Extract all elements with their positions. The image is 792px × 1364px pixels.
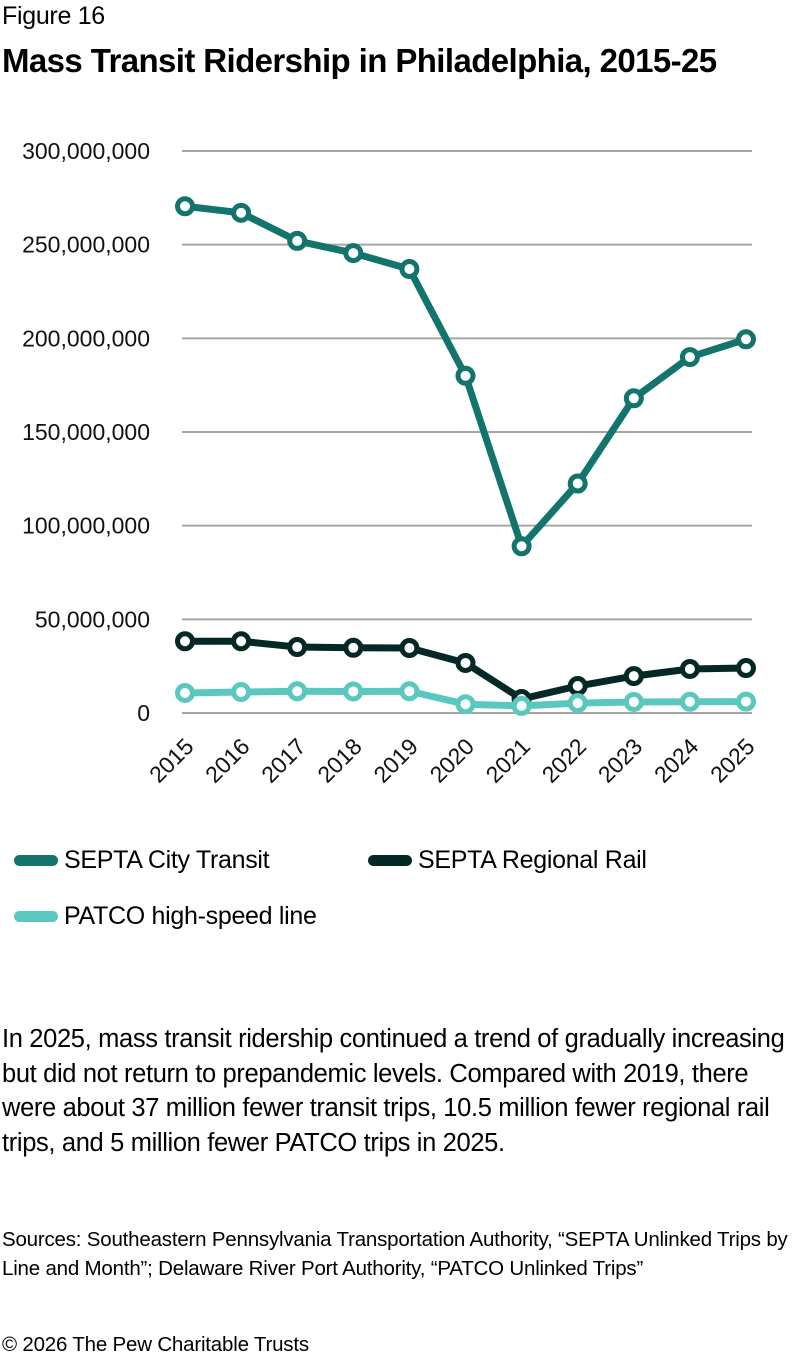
data-point: [231, 682, 252, 703]
y-axis-ticks: 0 50,000,000 100,000,000 150,000,000 200,000…: [22, 138, 150, 726]
y-tick-label: 100,000,000: [22, 513, 150, 539]
data-point: [567, 693, 588, 714]
data-point: [623, 666, 644, 687]
line-chart: 0 50,000,000 100,000,000 150,000,000 200,000…: [22, 138, 760, 788]
data-point: [623, 388, 644, 409]
legend-swatch: [14, 855, 58, 866]
y-tick-label: 300,000,000: [22, 138, 150, 164]
x-tick-label: 2019: [368, 733, 423, 788]
chart-caption: In 2025, mass transit ridership continue…: [2, 1025, 785, 1157]
x-tick-label: 2025: [705, 733, 760, 788]
x-tick-label: 2022: [537, 733, 592, 788]
series-lines: [175, 196, 756, 716]
data-point: [399, 681, 420, 702]
data-point: [231, 202, 252, 223]
legend-item-septa-city-transit: SEPTA City Transit: [14, 846, 270, 875]
data-point: [175, 682, 195, 703]
data-point: [455, 365, 476, 386]
y-tick-label: 0: [137, 700, 150, 726]
data-point: [343, 243, 364, 264]
data-point: [736, 691, 756, 712]
data-point: [511, 536, 532, 557]
legend-label: PATCO high-speed line: [64, 902, 317, 930]
chart-title: Mass Transit Ridership in Philadelphia, …: [2, 42, 717, 79]
legend-swatch: [368, 855, 412, 866]
data-point: [175, 196, 195, 217]
data-point: [623, 691, 644, 712]
figure-label: Figure 16: [2, 2, 105, 30]
data-point: [679, 691, 700, 712]
x-tick-label: 2023: [593, 733, 648, 788]
sources-note: Sources: Southeastern Pennsylvania Trans…: [2, 1228, 788, 1280]
data-point: [679, 658, 700, 679]
x-axis-ticks: 2015 2016 2017 2018 2019 2020 2021 2022 2023 2024…: [144, 733, 760, 788]
x-tick-label: 2016: [200, 733, 255, 788]
legend-item-septa-regional-rail: SEPTA Regional Rail: [368, 846, 647, 875]
data-point: [567, 676, 588, 697]
x-tick-label: 2021: [481, 733, 536, 788]
x-tick-label: 2024: [649, 733, 704, 788]
legend-swatch: [14, 911, 58, 922]
data-point: [455, 652, 476, 673]
series-septa-city-transit: [175, 196, 756, 557]
x-tick-label: 2017: [256, 733, 311, 788]
data-point: [736, 329, 756, 350]
series-septa-regional-rail: [175, 631, 756, 709]
data-point: [455, 694, 476, 715]
data-point: [231, 631, 252, 652]
data-point: [736, 658, 756, 679]
data-point: [175, 631, 195, 652]
y-tick-label: 50,000,000: [35, 606, 150, 632]
series-patco-high-speed-line: [175, 681, 756, 716]
legend-label: SEPTA Regional Rail: [418, 846, 647, 874]
x-tick-label: 2015: [144, 733, 199, 788]
x-tick-label: 2018: [312, 733, 367, 788]
data-point: [287, 637, 308, 658]
data-point: [399, 637, 420, 658]
data-point: [679, 347, 700, 368]
legend-label: SEPTA City Transit: [64, 846, 270, 874]
data-point: [343, 681, 364, 702]
data-point: [287, 230, 308, 251]
y-tick-label: 150,000,000: [22, 419, 150, 445]
data-point: [343, 637, 364, 658]
gridlines: [182, 150, 752, 714]
x-tick-label: 2020: [424, 733, 479, 788]
data-point: [399, 259, 420, 280]
y-tick-label: 200,000,000: [22, 325, 150, 351]
data-point: [567, 473, 588, 494]
copyright: © 2026 The Pew Charitable Trusts: [2, 1333, 309, 1356]
data-point: [287, 681, 308, 702]
data-point: [511, 695, 532, 716]
legend-item-patco: PATCO high-speed line: [14, 902, 317, 931]
y-tick-label: 250,000,000: [22, 232, 150, 258]
